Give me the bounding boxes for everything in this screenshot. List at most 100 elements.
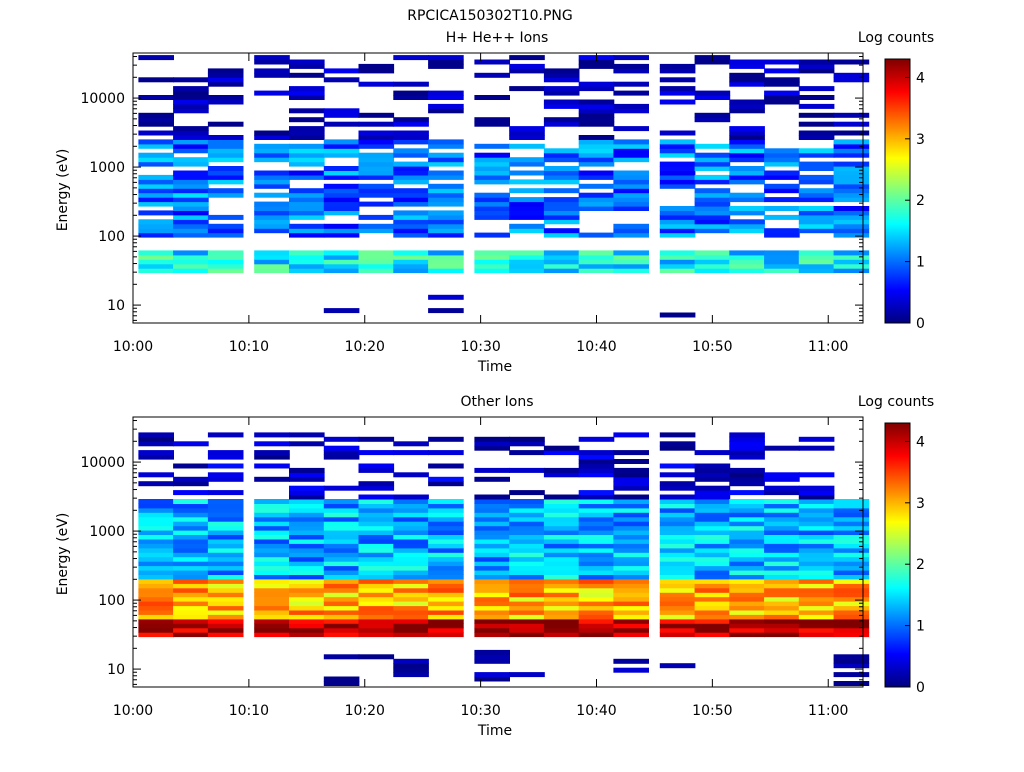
heatmap-cell xyxy=(659,63,696,69)
heatmap-cell xyxy=(543,263,580,269)
heatmap-cell xyxy=(694,574,731,580)
heatmap-cell xyxy=(833,219,870,225)
heatmap-cell xyxy=(694,174,731,180)
heatmap-cell xyxy=(428,90,464,96)
heatmap-cell xyxy=(833,112,870,118)
heatmap-cell xyxy=(578,614,615,620)
heatmap-cell xyxy=(173,183,209,189)
heatmap-cell xyxy=(358,654,395,660)
panel1-title: H+ He++ Ions xyxy=(446,30,549,46)
heatmap-cell xyxy=(207,609,244,615)
heatmap-cell xyxy=(543,614,580,620)
heatmap-cell xyxy=(289,432,325,438)
heatmap-cell xyxy=(138,179,174,185)
heatmap-cell xyxy=(659,538,696,544)
heatmap-cell xyxy=(138,263,174,269)
heatmap-cell xyxy=(474,507,510,513)
heatmap-cell xyxy=(289,592,325,598)
heatmap-cell xyxy=(207,170,244,176)
heatmap-cell xyxy=(543,618,580,624)
heatmap-cell xyxy=(659,86,696,92)
heatmap-cell xyxy=(138,432,174,438)
heatmap-cell xyxy=(798,68,835,74)
heatmap-cell xyxy=(358,228,395,234)
heatmap-cell xyxy=(207,192,244,198)
heatmap-cell xyxy=(173,250,209,256)
heatmap-cell xyxy=(729,228,765,234)
heatmap-cell xyxy=(358,601,395,607)
heatmap-cell xyxy=(659,512,696,518)
heatmap-cell xyxy=(393,55,429,61)
heatmap-cell xyxy=(578,525,615,531)
heatmap-cell xyxy=(393,507,429,513)
heatmap-cell xyxy=(393,148,429,154)
heatmap-cell xyxy=(173,135,209,140)
heatmap-cell xyxy=(833,206,870,211)
heatmap-cell xyxy=(833,556,870,562)
heatmap-cell xyxy=(289,161,325,167)
heatmap-cell xyxy=(173,77,209,83)
heatmap-cell xyxy=(289,472,325,478)
heatmap-cell xyxy=(509,507,545,513)
heatmap-cell xyxy=(729,521,765,527)
heatmap-cell xyxy=(393,210,429,216)
heatmap-cell xyxy=(474,210,510,216)
heatmap-cell xyxy=(509,556,545,562)
heatmap-cell xyxy=(173,605,209,611)
heatmap-cell xyxy=(393,547,429,553)
heatmap-cell xyxy=(833,143,870,149)
heatmap-cell xyxy=(173,90,209,96)
panel2-colorbar-label: Log counts xyxy=(858,394,934,410)
heatmap-cell xyxy=(358,485,395,491)
heatmap-cell xyxy=(509,614,545,620)
heatmap-cell xyxy=(613,592,649,598)
heatmap-cell xyxy=(207,587,244,593)
heatmap-cell xyxy=(509,543,545,549)
heatmap-cell xyxy=(474,259,510,265)
heatmap-cell xyxy=(578,157,615,163)
heatmap-cell xyxy=(393,201,429,207)
heatmap-cell xyxy=(207,188,244,194)
heatmap-cell xyxy=(764,250,800,256)
heatmap-cell xyxy=(173,538,209,544)
heatmap-cell xyxy=(729,59,765,65)
heatmap-cell xyxy=(289,494,325,500)
heatmap-cell xyxy=(138,143,174,149)
heatmap-cell xyxy=(659,179,696,185)
heatmap-cell xyxy=(428,450,464,456)
heatmap-cell xyxy=(764,632,800,638)
heatmap-cell xyxy=(428,547,464,553)
heatmap-cell xyxy=(393,530,429,535)
heatmap-cell xyxy=(289,197,325,203)
heatmap-cell xyxy=(138,614,174,620)
heatmap-cell xyxy=(833,561,870,567)
heatmap-cell xyxy=(254,632,290,638)
heatmap-cell xyxy=(659,250,696,256)
heatmap-cell xyxy=(358,223,395,229)
heatmap-cell xyxy=(764,538,800,544)
heatmap-cell xyxy=(207,68,244,74)
heatmap-cell xyxy=(289,117,325,123)
heatmap-cell xyxy=(138,77,174,83)
heatmap-cell xyxy=(613,587,649,593)
heatmap-cell xyxy=(289,538,325,544)
heatmap-cell xyxy=(764,490,800,496)
heatmap-cell xyxy=(833,605,870,611)
heatmap-cell xyxy=(613,81,649,87)
heatmap-cell xyxy=(659,174,696,180)
heatmap-cell xyxy=(207,570,244,575)
heatmap-cell xyxy=(474,503,510,509)
heatmap-cell xyxy=(798,556,835,562)
heatmap-cell xyxy=(729,570,765,575)
heatmap-cell xyxy=(474,552,510,558)
heatmap-cell xyxy=(764,516,800,522)
heatmap-cell xyxy=(798,627,835,633)
heatmap-cell xyxy=(509,436,545,442)
heatmap-cell xyxy=(694,534,731,540)
heatmap-cell xyxy=(358,521,395,527)
heatmap-cell xyxy=(323,254,360,260)
x-tick-label: 11:00 xyxy=(808,339,848,355)
heatmap-cell xyxy=(428,63,464,69)
heatmap-cell xyxy=(798,228,835,234)
heatmap-cell xyxy=(764,521,800,527)
